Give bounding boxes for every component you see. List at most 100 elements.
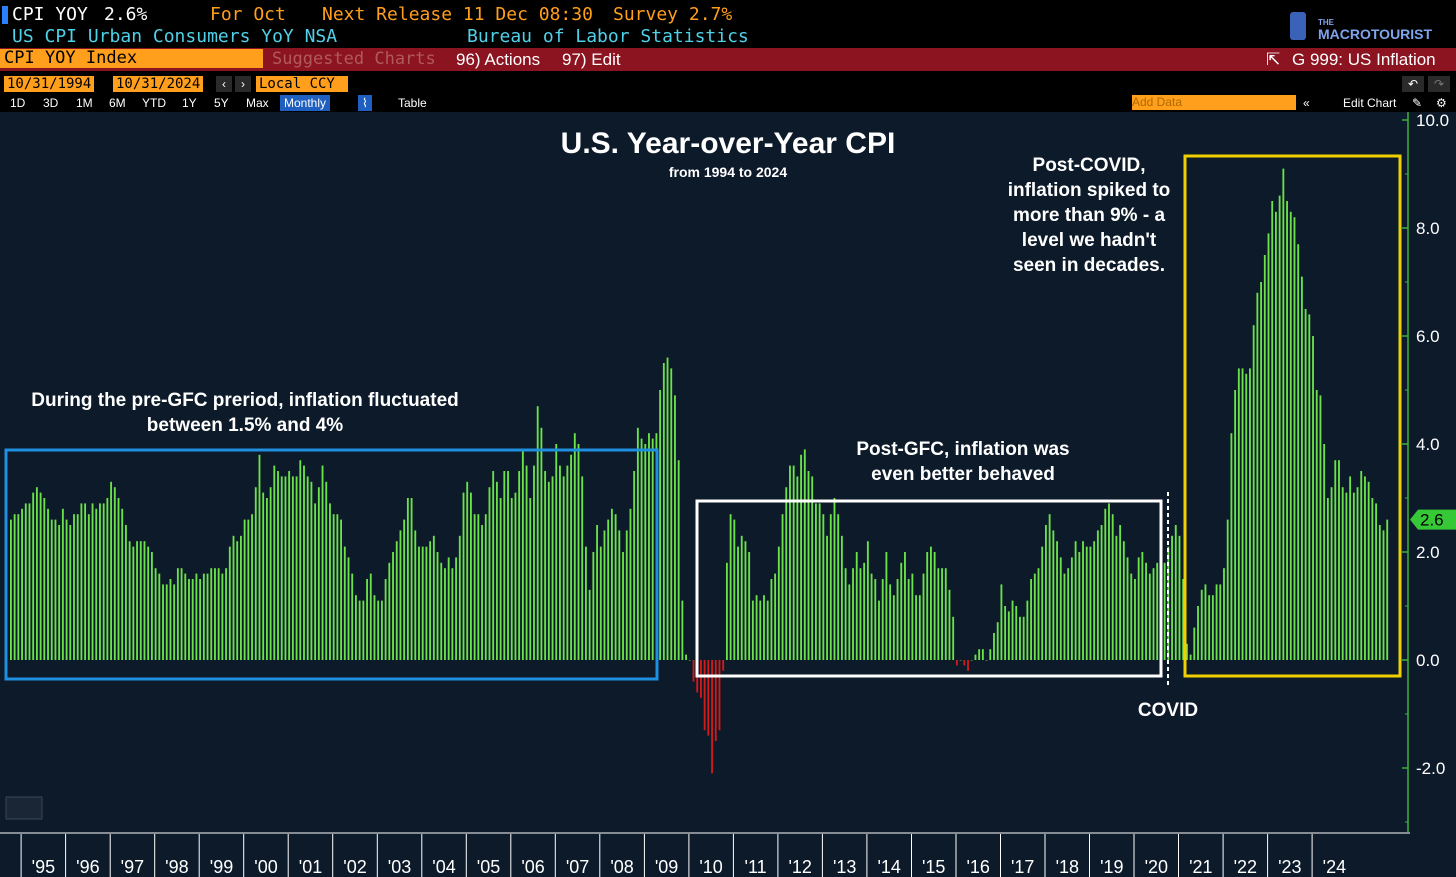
cpi-bar bbox=[800, 454, 803, 660]
last-value-badge bbox=[1410, 509, 1456, 530]
cpi-bar bbox=[1100, 525, 1103, 660]
cpi-bar bbox=[325, 481, 328, 660]
actions-menu[interactable]: 96) Actions bbox=[456, 50, 541, 69]
add-data-input[interactable]: Add Data bbox=[1132, 95, 1296, 110]
cpi-bar bbox=[718, 660, 721, 731]
cpi-bar bbox=[900, 562, 903, 660]
cpi-bar bbox=[755, 595, 758, 660]
currency-select[interactable]: Local CCY bbox=[256, 76, 348, 92]
cpi-bar bbox=[176, 568, 179, 660]
cpi-bar bbox=[247, 519, 250, 660]
start-date-input[interactable]: 10/31/1994 bbox=[4, 76, 95, 92]
collapse-icon[interactable]: « bbox=[1303, 96, 1310, 110]
cpi-bar bbox=[536, 406, 539, 660]
period-6m[interactable]: 6M bbox=[109, 96, 126, 110]
chart-type-icon[interactable]: ⌇ bbox=[358, 95, 372, 111]
period-1y[interactable]: 1Y bbox=[182, 96, 197, 110]
cpi-bar bbox=[625, 530, 628, 660]
cpi-bar bbox=[495, 481, 498, 660]
cpi-bar bbox=[188, 579, 190, 660]
redo-icon[interactable]: ↷ bbox=[1428, 76, 1450, 92]
cpi-bar bbox=[636, 427, 639, 660]
export-icon[interactable]: ⇱ bbox=[1266, 50, 1281, 69]
cpi-bar bbox=[295, 476, 298, 660]
cpi-bar bbox=[35, 487, 38, 660]
chart-title: U.S. Year-over-Year CPI bbox=[560, 127, 896, 160]
cpi-bar bbox=[937, 568, 940, 660]
cpi-bar bbox=[1137, 557, 1140, 660]
cpi-bar bbox=[1078, 552, 1081, 660]
post-gfc-line: even better behaved bbox=[871, 464, 1055, 485]
cpi-bar bbox=[1070, 557, 1073, 660]
cpi-bar bbox=[1130, 573, 1133, 660]
cpi-bar bbox=[1338, 460, 1340, 660]
post-covid-line: inflation spiked to bbox=[1007, 180, 1171, 201]
cpi-bar bbox=[217, 568, 220, 660]
cpi-bar bbox=[355, 595, 357, 660]
cpi-bar bbox=[399, 530, 402, 660]
cpi-bar bbox=[729, 514, 732, 660]
cpi-bar bbox=[570, 454, 573, 660]
end-date-input[interactable]: 10/31/2024 bbox=[113, 76, 204, 92]
frequency-select[interactable]: Monthly bbox=[280, 95, 331, 111]
cpi-bar bbox=[484, 514, 487, 660]
x-tick-label: '09 bbox=[655, 857, 678, 877]
cpi-bar bbox=[596, 525, 598, 660]
x-tick-label: '11 bbox=[745, 857, 767, 877]
g-chart-label[interactable]: G 999: US Inflation bbox=[1292, 50, 1436, 69]
edit-menu[interactable]: 97) Edit bbox=[562, 50, 621, 69]
data-source: Bureau of Labor Statistics bbox=[467, 26, 749, 47]
cpi-bar bbox=[907, 579, 910, 660]
cpi-bar bbox=[551, 476, 554, 660]
cpi-bar bbox=[1030, 579, 1033, 660]
cpi-bar bbox=[533, 465, 535, 660]
edit-chart-button[interactable]: Edit Chart bbox=[1343, 96, 1397, 110]
gear-icon[interactable]: ⚙ bbox=[1436, 96, 1447, 110]
cpi-bar bbox=[896, 579, 899, 660]
undo-icon[interactable]: ↶ bbox=[1402, 76, 1424, 92]
prev-icon[interactable]: ‹ bbox=[216, 76, 232, 92]
period-3d[interactable]: 3D bbox=[43, 96, 59, 110]
cpi-bar bbox=[1386, 519, 1389, 660]
period-ytd[interactable]: YTD bbox=[142, 96, 166, 110]
cpi-bar bbox=[343, 546, 346, 660]
cpi-bar bbox=[329, 503, 331, 660]
cpi-bar bbox=[1356, 487, 1359, 660]
cpi-bar bbox=[941, 568, 943, 660]
cpi-bar bbox=[1304, 309, 1307, 660]
cpi-bar bbox=[1111, 514, 1114, 660]
cpi-bar bbox=[214, 568, 216, 660]
cpi-bar bbox=[273, 465, 276, 660]
suggested-charts-button[interactable]: Suggested Charts bbox=[272, 49, 436, 69]
cpi-bar bbox=[1282, 168, 1285, 660]
index-name-field[interactable]: CPI YOY Index bbox=[0, 49, 263, 68]
cpi-bar bbox=[666, 357, 669, 660]
cpi-bar bbox=[1067, 568, 1070, 660]
period-5y[interactable]: 5Y bbox=[214, 96, 229, 110]
period-1m[interactable]: 1M bbox=[76, 96, 93, 110]
cpi-bar bbox=[629, 508, 632, 660]
suitcase-icon bbox=[1290, 12, 1306, 40]
chart-subtitle: from 1994 to 2024 bbox=[668, 164, 788, 180]
cpi-bar bbox=[863, 562, 866, 660]
cpi-bar bbox=[640, 438, 643, 660]
chart-style-icon[interactable] bbox=[5, 796, 43, 820]
table-button[interactable]: Table bbox=[398, 96, 427, 110]
cpi-bar bbox=[822, 514, 825, 660]
cpi-bar bbox=[1219, 584, 1222, 660]
cpi-bar bbox=[162, 584, 164, 660]
post-covid-line: Post-COVID, bbox=[1032, 155, 1146, 176]
cpi-bar bbox=[1375, 503, 1378, 660]
cpi-bar bbox=[99, 503, 101, 660]
cpi-bar bbox=[139, 541, 142, 660]
next-icon[interactable]: › bbox=[235, 76, 251, 92]
pencil-icon[interactable]: ✎ bbox=[1412, 96, 1423, 110]
period-max[interactable]: Max bbox=[246, 96, 269, 110]
cpi-bar bbox=[1141, 552, 1144, 660]
cpi-bar bbox=[280, 476, 283, 660]
cpi-bar bbox=[688, 660, 691, 661]
cpi-bar bbox=[240, 535, 242, 660]
cpi-bar bbox=[1241, 368, 1244, 660]
cpi-bar bbox=[43, 498, 46, 660]
period-1d[interactable]: 1D bbox=[10, 96, 26, 110]
